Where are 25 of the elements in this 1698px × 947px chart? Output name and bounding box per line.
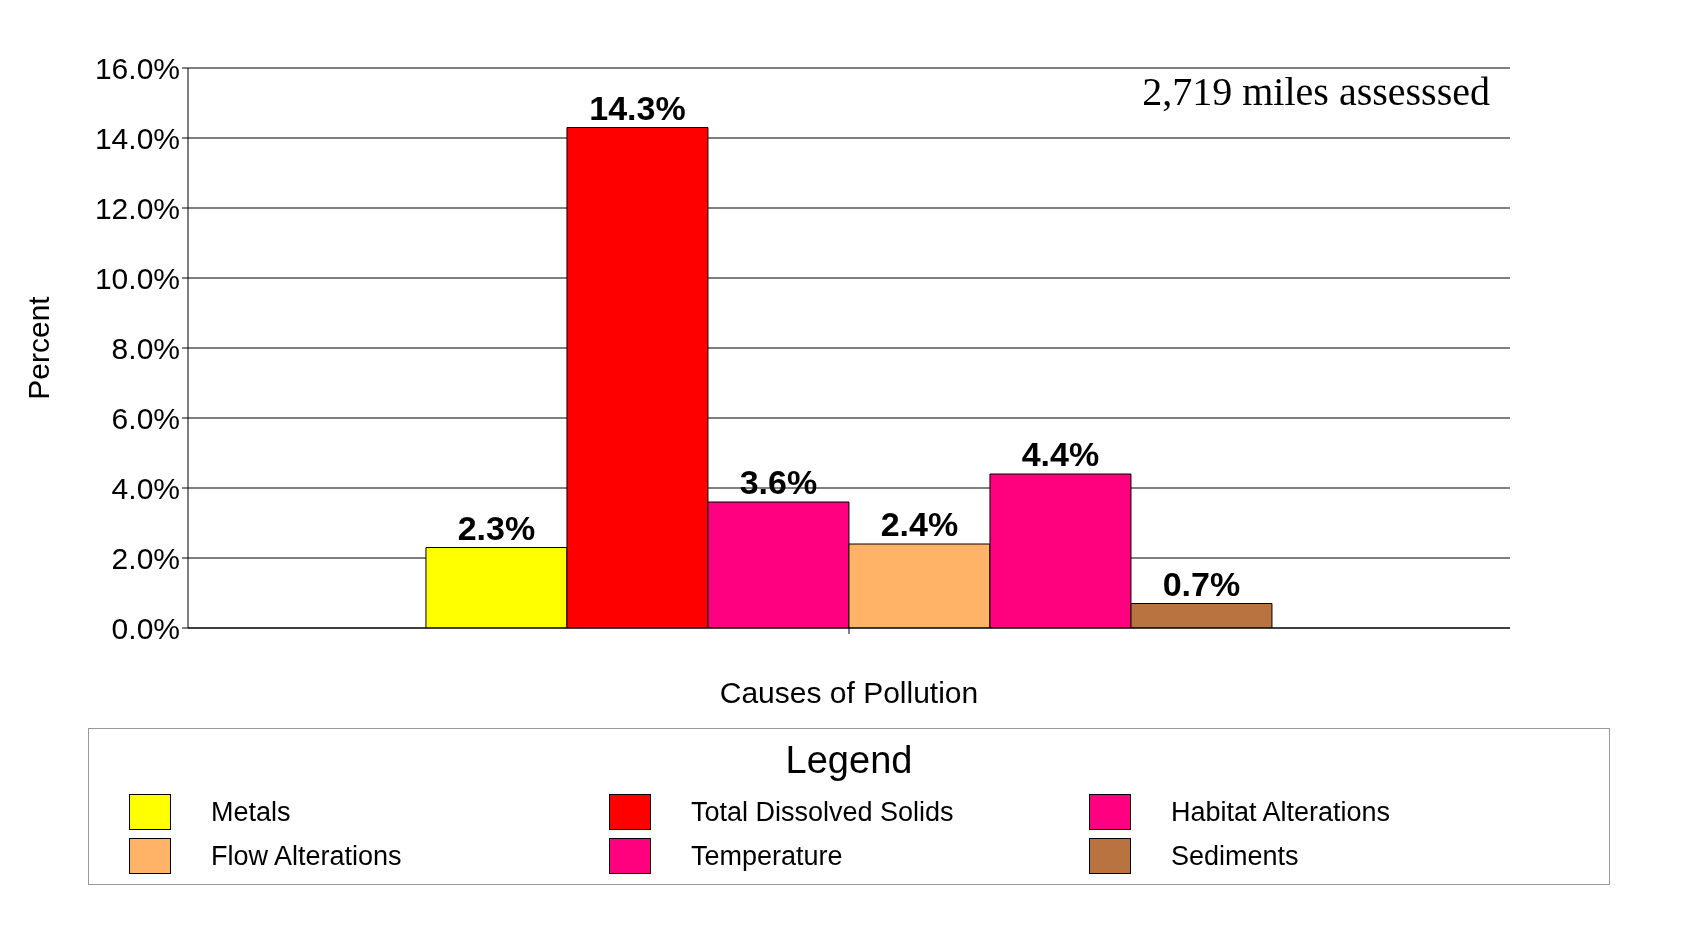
y-tick-label: 0.0% bbox=[111, 611, 180, 645]
legend-label: Flow Alterations bbox=[211, 840, 402, 872]
legend-title: Legend bbox=[784, 739, 914, 782]
y-tick-label: 6.0% bbox=[111, 401, 180, 435]
y-tick-label: 16.0% bbox=[94, 51, 180, 85]
x-axis-title: Causes of Pollution bbox=[719, 676, 979, 709]
legend-label: Metals bbox=[211, 796, 291, 828]
data-label: 4.4% bbox=[1021, 435, 1100, 473]
data-label: 3.6% bbox=[739, 463, 818, 501]
y-tick-label: 14.0% bbox=[94, 121, 180, 155]
legend-label: Total Dissolved Solids bbox=[691, 796, 954, 828]
y-tick-label: 8.0% bbox=[111, 331, 180, 365]
y-tick-label: 12.0% bbox=[94, 191, 180, 225]
y-tick-label: 4.0% bbox=[111, 471, 180, 505]
y-tick-label: 10.0% bbox=[94, 261, 180, 295]
y-tick-label: 2.0% bbox=[111, 541, 180, 575]
y-axis-title: Percent bbox=[21, 295, 55, 400]
data-label: 14.3% bbox=[589, 88, 686, 127]
data-label: 2.4% bbox=[880, 505, 959, 543]
data-label: 0.7% bbox=[1162, 564, 1241, 603]
legend-label: Habitat Alterations bbox=[1171, 796, 1391, 828]
data-label: 2.3% bbox=[457, 508, 536, 547]
legend-label: Temperature bbox=[691, 840, 843, 872]
legend-label: Sediments bbox=[1171, 840, 1299, 872]
annotation: 2,719 miles assesssed bbox=[1142, 68, 1490, 115]
